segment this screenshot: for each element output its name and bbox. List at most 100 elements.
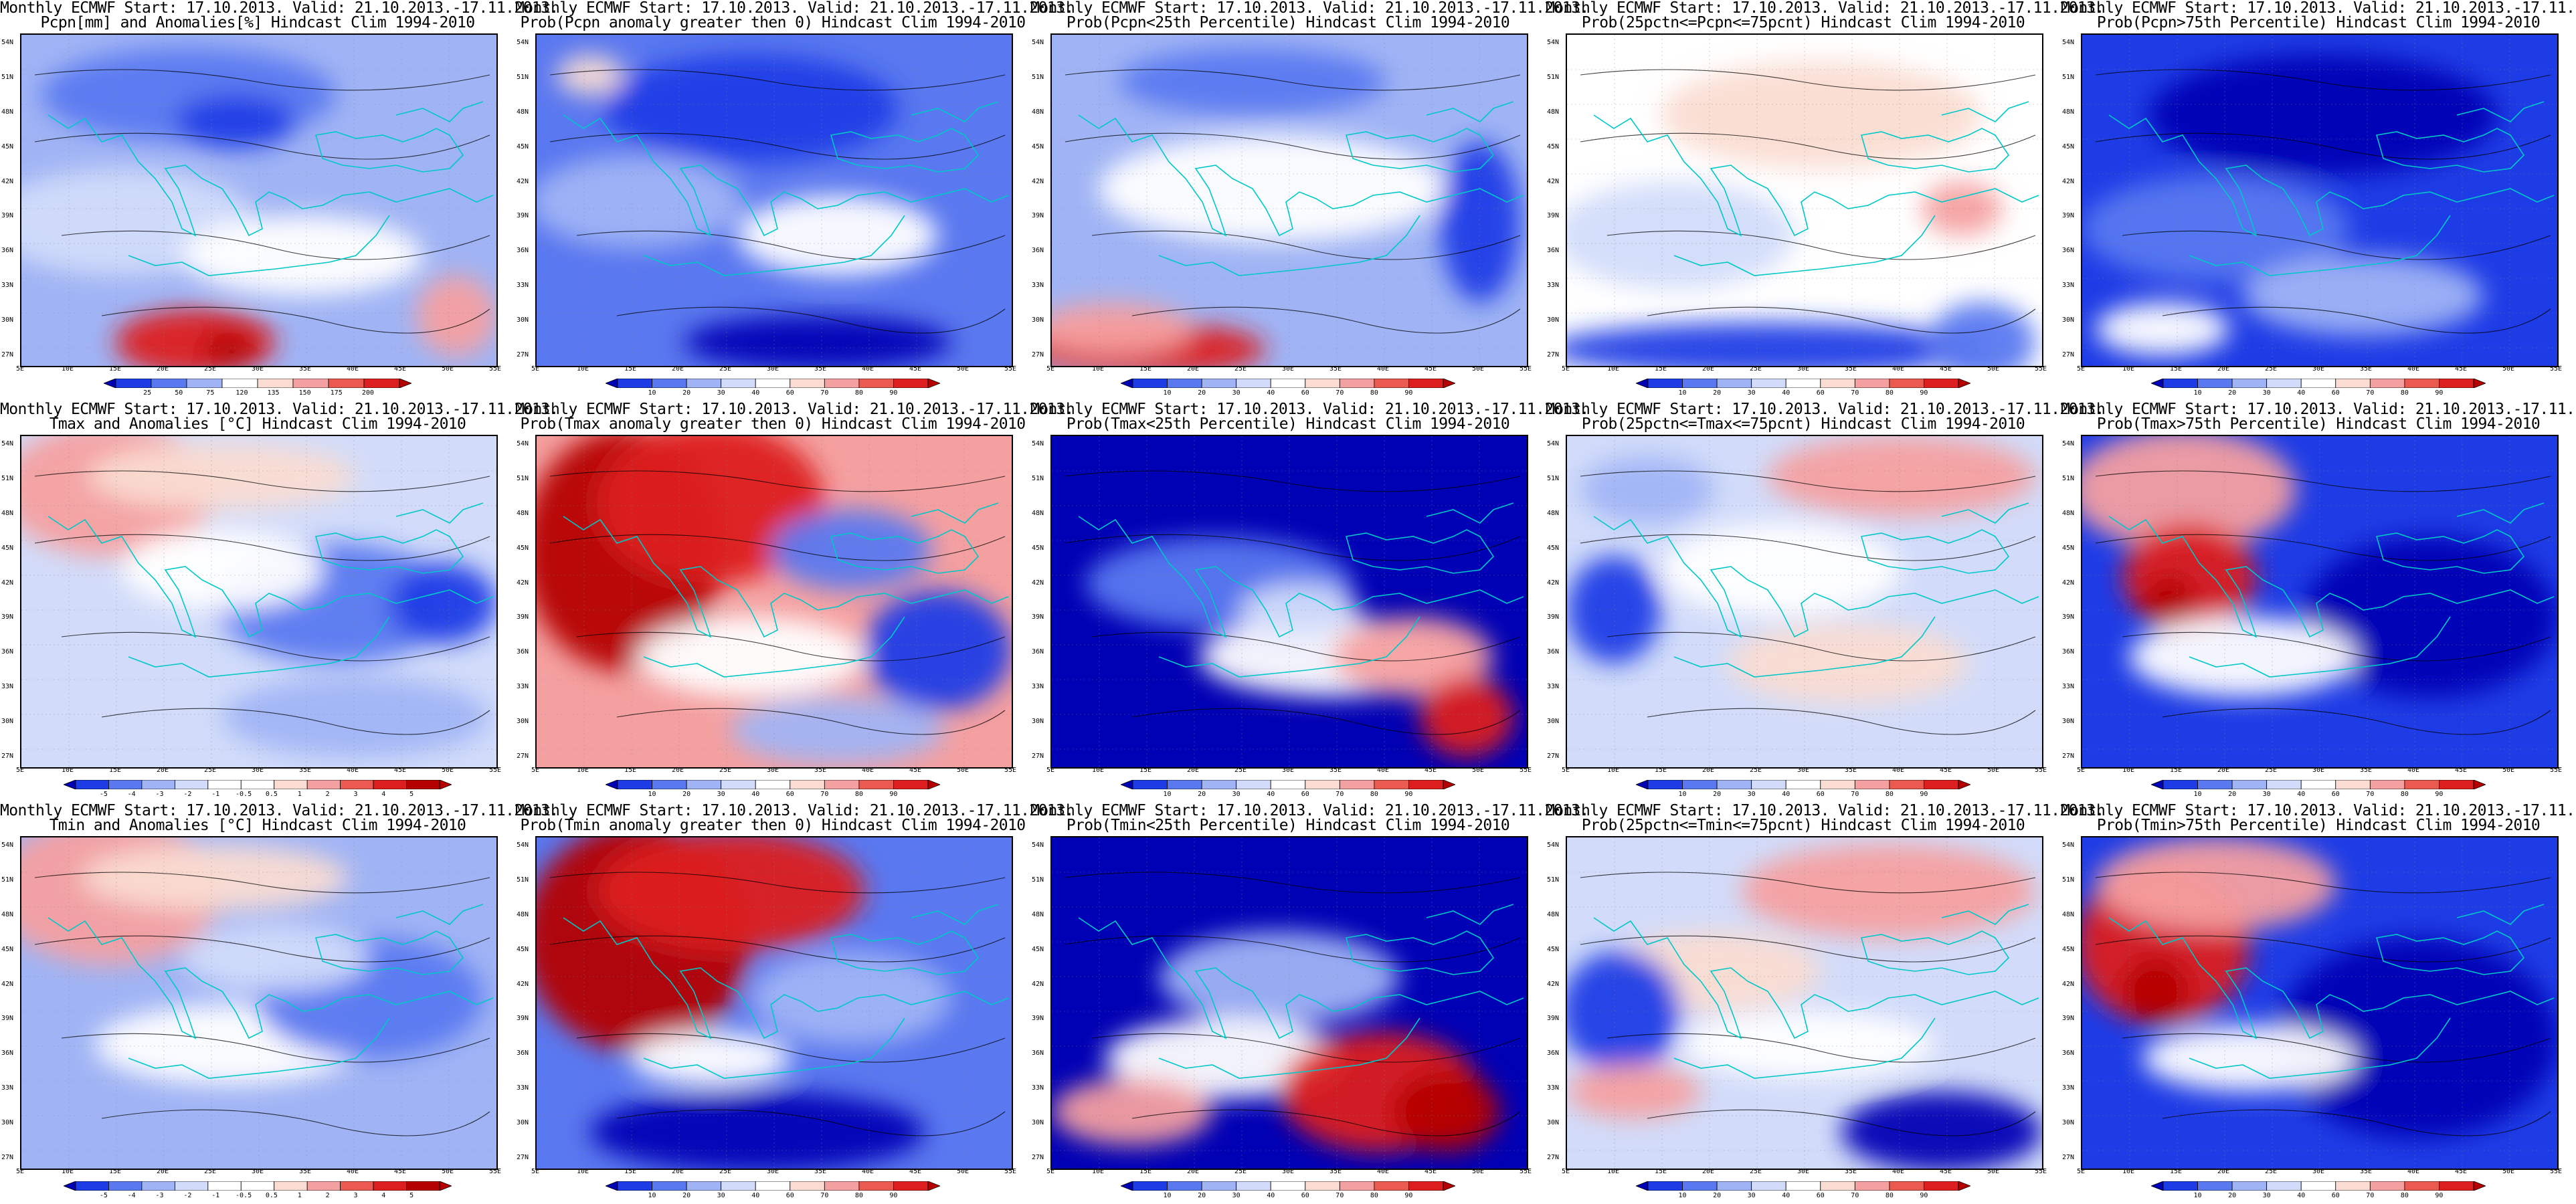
colorbar-segment (1636, 780, 1649, 789)
coastline (1593, 114, 2039, 237)
longitude-label: 35E (814, 365, 827, 373)
colorbar-label: 40 (1267, 791, 1275, 798)
contour-line (101, 306, 490, 334)
map-panel: Monthly ECMWF Start: 17.10.2013. Valid: … (515, 401, 1074, 803)
colorbar-segment (1374, 780, 1409, 789)
shaded-region (1567, 557, 1661, 664)
colorbar-segment (2231, 1181, 2268, 1191)
shaded-region (684, 316, 951, 366)
colorbar-label: 2 (325, 1192, 330, 1199)
longitude-label: 15E (2169, 1168, 2183, 1175)
latitude-label: 54N (2062, 39, 2075, 46)
longitude-label: 35E (298, 365, 312, 373)
shaded-region (1159, 931, 1400, 1025)
colorbar-labels: 10 20 30 40 60 70 80 90 (1121, 1192, 1455, 1201)
panel-title-line2: Prob(Tmin<25th Percentile) Hindcast Clim… (1066, 817, 1510, 834)
latitude-label: 48N (2062, 509, 2075, 517)
colorbar-segment (1236, 780, 1271, 789)
coastline (128, 616, 390, 678)
latitude-label: 54N (517, 841, 529, 849)
map-canvas (21, 35, 496, 366)
latitude-label: 33N (2062, 1084, 2075, 1092)
coastline (830, 930, 980, 975)
colorbar-label: -5 (99, 791, 108, 798)
colorbar-label: -2 (183, 1192, 192, 1199)
longitude-label: 50E (1987, 767, 2000, 774)
colorbar-label: 75 (206, 389, 215, 397)
latitude-label: 51N (1, 474, 14, 482)
colorbar-segment (240, 1181, 275, 1191)
colorbar-segment (363, 379, 400, 388)
colorbar-segment (1636, 1181, 1649, 1191)
longitude-label: 25E (203, 1168, 217, 1175)
panel-title-line2: Prob(25pctn<=Tmin<=75pcnt) Hindcast Clim… (1581, 817, 2025, 834)
forecast-map (2081, 33, 2559, 367)
colorbar-segment (186, 379, 223, 388)
colorbar-segment (2266, 379, 2302, 388)
colorbar-segment (104, 379, 116, 388)
latitude-label: 27N (1032, 752, 1044, 760)
longitude-label: 20E (2217, 365, 2230, 373)
colorbar-label: 70 (820, 791, 829, 798)
colorbar-label: 70 (1851, 1192, 1859, 1199)
shaded-region (202, 332, 256, 366)
coastline (2375, 128, 2525, 173)
colorbar (1636, 379, 1970, 388)
shaded-region (590, 1092, 925, 1169)
latitude-label: 36N (1032, 648, 1044, 656)
longitude-label: 55E (1004, 1168, 1017, 1175)
colorbar-label: 30 (717, 1192, 725, 1199)
colorbar-label: 10 (648, 791, 656, 798)
colorbar-segment (721, 379, 756, 388)
colorbar (606, 1181, 940, 1191)
colorbar-label: 10 (648, 1192, 656, 1199)
forecast-map (1566, 435, 2043, 769)
latitude-labels: 54N 51N 48N 45N 42N 39N 36N 33N 30N 27N (1030, 836, 1050, 1167)
contour-line (2162, 1109, 2551, 1136)
longitude-label: 15E (1654, 1168, 1667, 1175)
longitude-label: 40E (346, 767, 359, 774)
contour-line (1580, 935, 2036, 963)
longitude-label: 40E (1892, 767, 1905, 774)
coastline (1941, 101, 2029, 122)
colorbar-label: 20 (1713, 389, 1722, 397)
forecast-map (1566, 33, 2043, 367)
latitude-label: 48N (1032, 509, 1044, 517)
latitude-label: 36N (1032, 247, 1044, 255)
colorbar-label: 80 (1370, 791, 1378, 798)
shaded-region (222, 677, 490, 757)
longitude-label: 45E (1424, 767, 1437, 774)
colorbar-segment (1270, 1181, 1306, 1191)
longitude-label: 40E (2407, 365, 2420, 373)
latitude-label: 30N (1, 316, 14, 324)
colorbar-segment (1167, 1181, 1202, 1191)
latitude-label: 27N (1032, 351, 1044, 359)
colorbar-segment (1132, 1181, 1168, 1191)
colorbar-segment (399, 379, 411, 388)
colorbar-segment (439, 1181, 452, 1191)
colorbar-label: 60 (1301, 791, 1309, 798)
shaded-region (1420, 677, 1513, 757)
longitude-label: 30E (251, 365, 264, 373)
coastline (1673, 616, 1936, 678)
forecast-map (20, 33, 498, 367)
latitude-label: 54N (2062, 841, 2075, 849)
colorbar-label: 60 (1301, 389, 1309, 397)
colorbar-segment (927, 780, 940, 789)
colorbar-label: -1 (211, 1192, 220, 1199)
forecast-map (20, 836, 498, 1170)
latitude-label: 33N (1547, 282, 1560, 290)
panel-title-line1: Monthly ECMWF Start: 17.10.2013. Valid: … (0, 401, 559, 418)
longitude-label: 20E (671, 767, 684, 774)
longitude-label: 30E (1797, 365, 1810, 373)
latitude-label: 36N (517, 1049, 529, 1058)
latitude-label: 30N (1032, 1119, 1044, 1127)
colorbar-labels: 10 20 30 40 60 70 80 90 (2151, 389, 2486, 399)
longitude-label: 50E (956, 1168, 970, 1175)
latitude-label: 54N (1547, 440, 1560, 447)
latitude-label: 30N (1547, 718, 1560, 726)
longitude-label: 40E (346, 365, 359, 373)
longitude-label: 55E (2034, 365, 2047, 373)
longitude-label: 45E (393, 365, 407, 373)
latitude-label: 45N (517, 142, 529, 150)
